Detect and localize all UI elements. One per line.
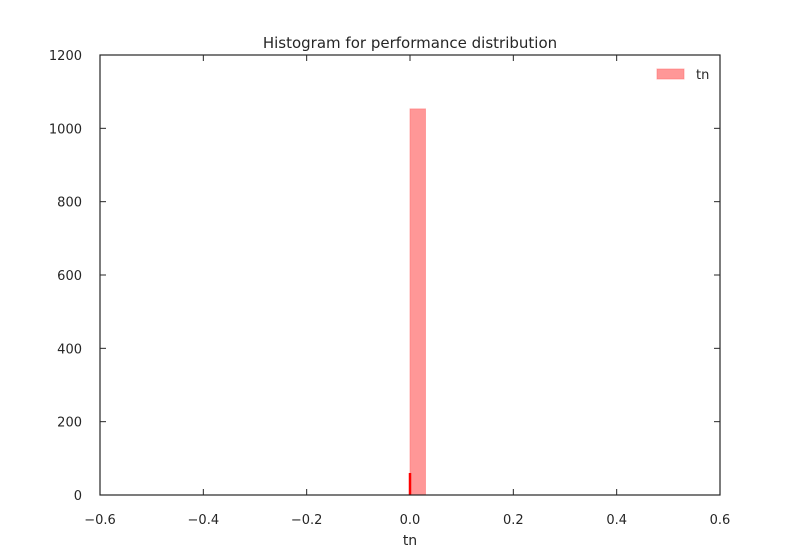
- legend: tn: [656, 68, 709, 83]
- ticks-layer: −0.6 −0.4 −0.2 0.0 0.2 0.4 0.6 0 200 400 600 800 100…: [49, 49, 730, 528]
- y-tick-label: 1200: [49, 49, 82, 64]
- x-tick-label: 0.6: [710, 513, 731, 528]
- y-tick-label: 200: [57, 416, 82, 431]
- bars-layer: [409, 108, 426, 496]
- legend-swatch: [656, 68, 685, 80]
- x-axis-label: tn: [403, 533, 417, 549]
- y-tick-label: 800: [57, 196, 82, 211]
- x-tick-label: −0.6: [84, 513, 116, 528]
- y-tick-label: 400: [57, 342, 82, 357]
- x-tick-label: 0.4: [606, 513, 627, 528]
- legend-label: tn: [696, 68, 709, 83]
- plot-frame: [99, 54, 721, 496]
- x-tick-label: −0.2: [291, 513, 323, 528]
- y-tick-label: 1000: [49, 122, 82, 137]
- x-tick-label: 0.2: [503, 513, 524, 528]
- x-tick-label: −0.4: [188, 513, 220, 528]
- histogram-bar: [409, 108, 426, 496]
- y-tick-label: 600: [57, 269, 82, 284]
- y-tick-label: 0: [74, 489, 82, 504]
- x-tick-label: 0.0: [400, 513, 421, 528]
- chart-title: Histogram for performance distribution: [263, 34, 557, 52]
